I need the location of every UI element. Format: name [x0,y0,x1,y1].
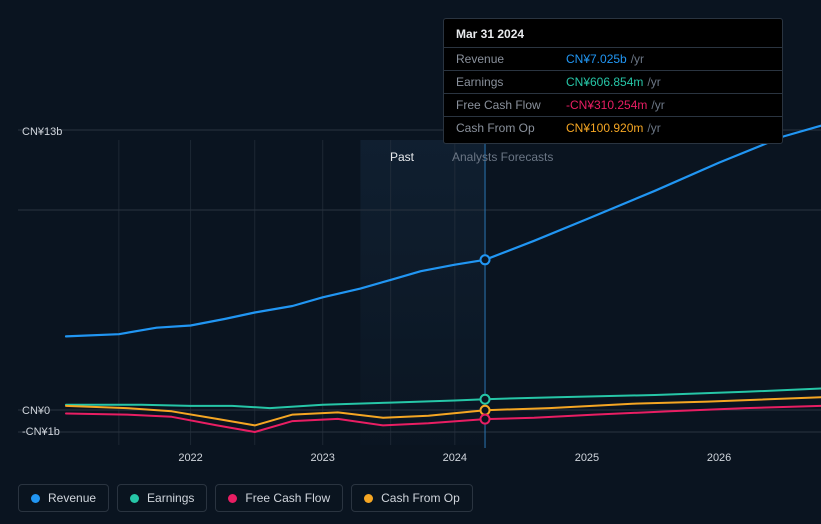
legend-dot [130,494,139,503]
tooltip-row: EarningsCN¥606.854m/yr [444,71,782,94]
legend-item[interactable]: Free Cash Flow [215,484,343,512]
legend-label: Revenue [48,491,96,505]
tooltip-label: Revenue [456,52,566,66]
tooltip-unit: /yr [631,52,644,66]
tooltip-value: CN¥606.854m [566,75,643,89]
legend-label: Cash From Op [381,491,460,505]
legend-item[interactable]: Cash From Op [351,484,473,512]
legend-dot [364,494,373,503]
tooltip-label: Cash From Op [456,121,566,135]
x-axis-label: 2023 [310,452,334,464]
x-axis-label: 2024 [443,452,467,464]
legend-item[interactable]: Revenue [18,484,109,512]
tooltip-rows: RevenueCN¥7.025b/yrEarningsCN¥606.854m/y… [444,48,782,143]
legend-item[interactable]: Earnings [117,484,207,512]
tooltip-value: CN¥7.025b [566,52,627,66]
forecast-section-label: Analysts Forecasts [452,150,553,164]
legend-dot [31,494,40,503]
tooltip-row: RevenueCN¥7.025b/yr [444,48,782,71]
legend-label: Free Cash Flow [245,491,330,505]
past-section-label: Past [390,150,414,164]
y-axis-label: CN¥0 [22,405,50,417]
tooltip-label: Earnings [456,75,566,89]
tooltip: Mar 31 2024 RevenueCN¥7.025b/yrEarningsC… [443,18,783,144]
legend-dot [228,494,237,503]
tooltip-value: CN¥100.920m [566,121,643,135]
tooltip-row: Cash From OpCN¥100.920m/yr [444,117,782,143]
legend: Revenue Earnings Free Cash Flow Cash From O… [18,484,473,512]
tooltip-value: -CN¥310.254m [566,98,647,112]
tooltip-unit: /yr [647,121,660,135]
y-axis-label: CN¥13b [22,126,62,138]
legend-label: Earnings [147,491,194,505]
x-axis-label: 2025 [575,452,599,464]
tooltip-date: Mar 31 2024 [444,19,782,48]
tooltip-unit: /yr [647,75,660,89]
tooltip-unit: /yr [651,98,664,112]
x-axis-label: 2022 [178,452,202,464]
tooltip-row: Free Cash Flow-CN¥310.254m/yr [444,94,782,117]
tooltip-label: Free Cash Flow [456,98,566,112]
x-axis-label: 2026 [707,452,731,464]
y-axis-label: -CN¥1b [22,426,60,438]
